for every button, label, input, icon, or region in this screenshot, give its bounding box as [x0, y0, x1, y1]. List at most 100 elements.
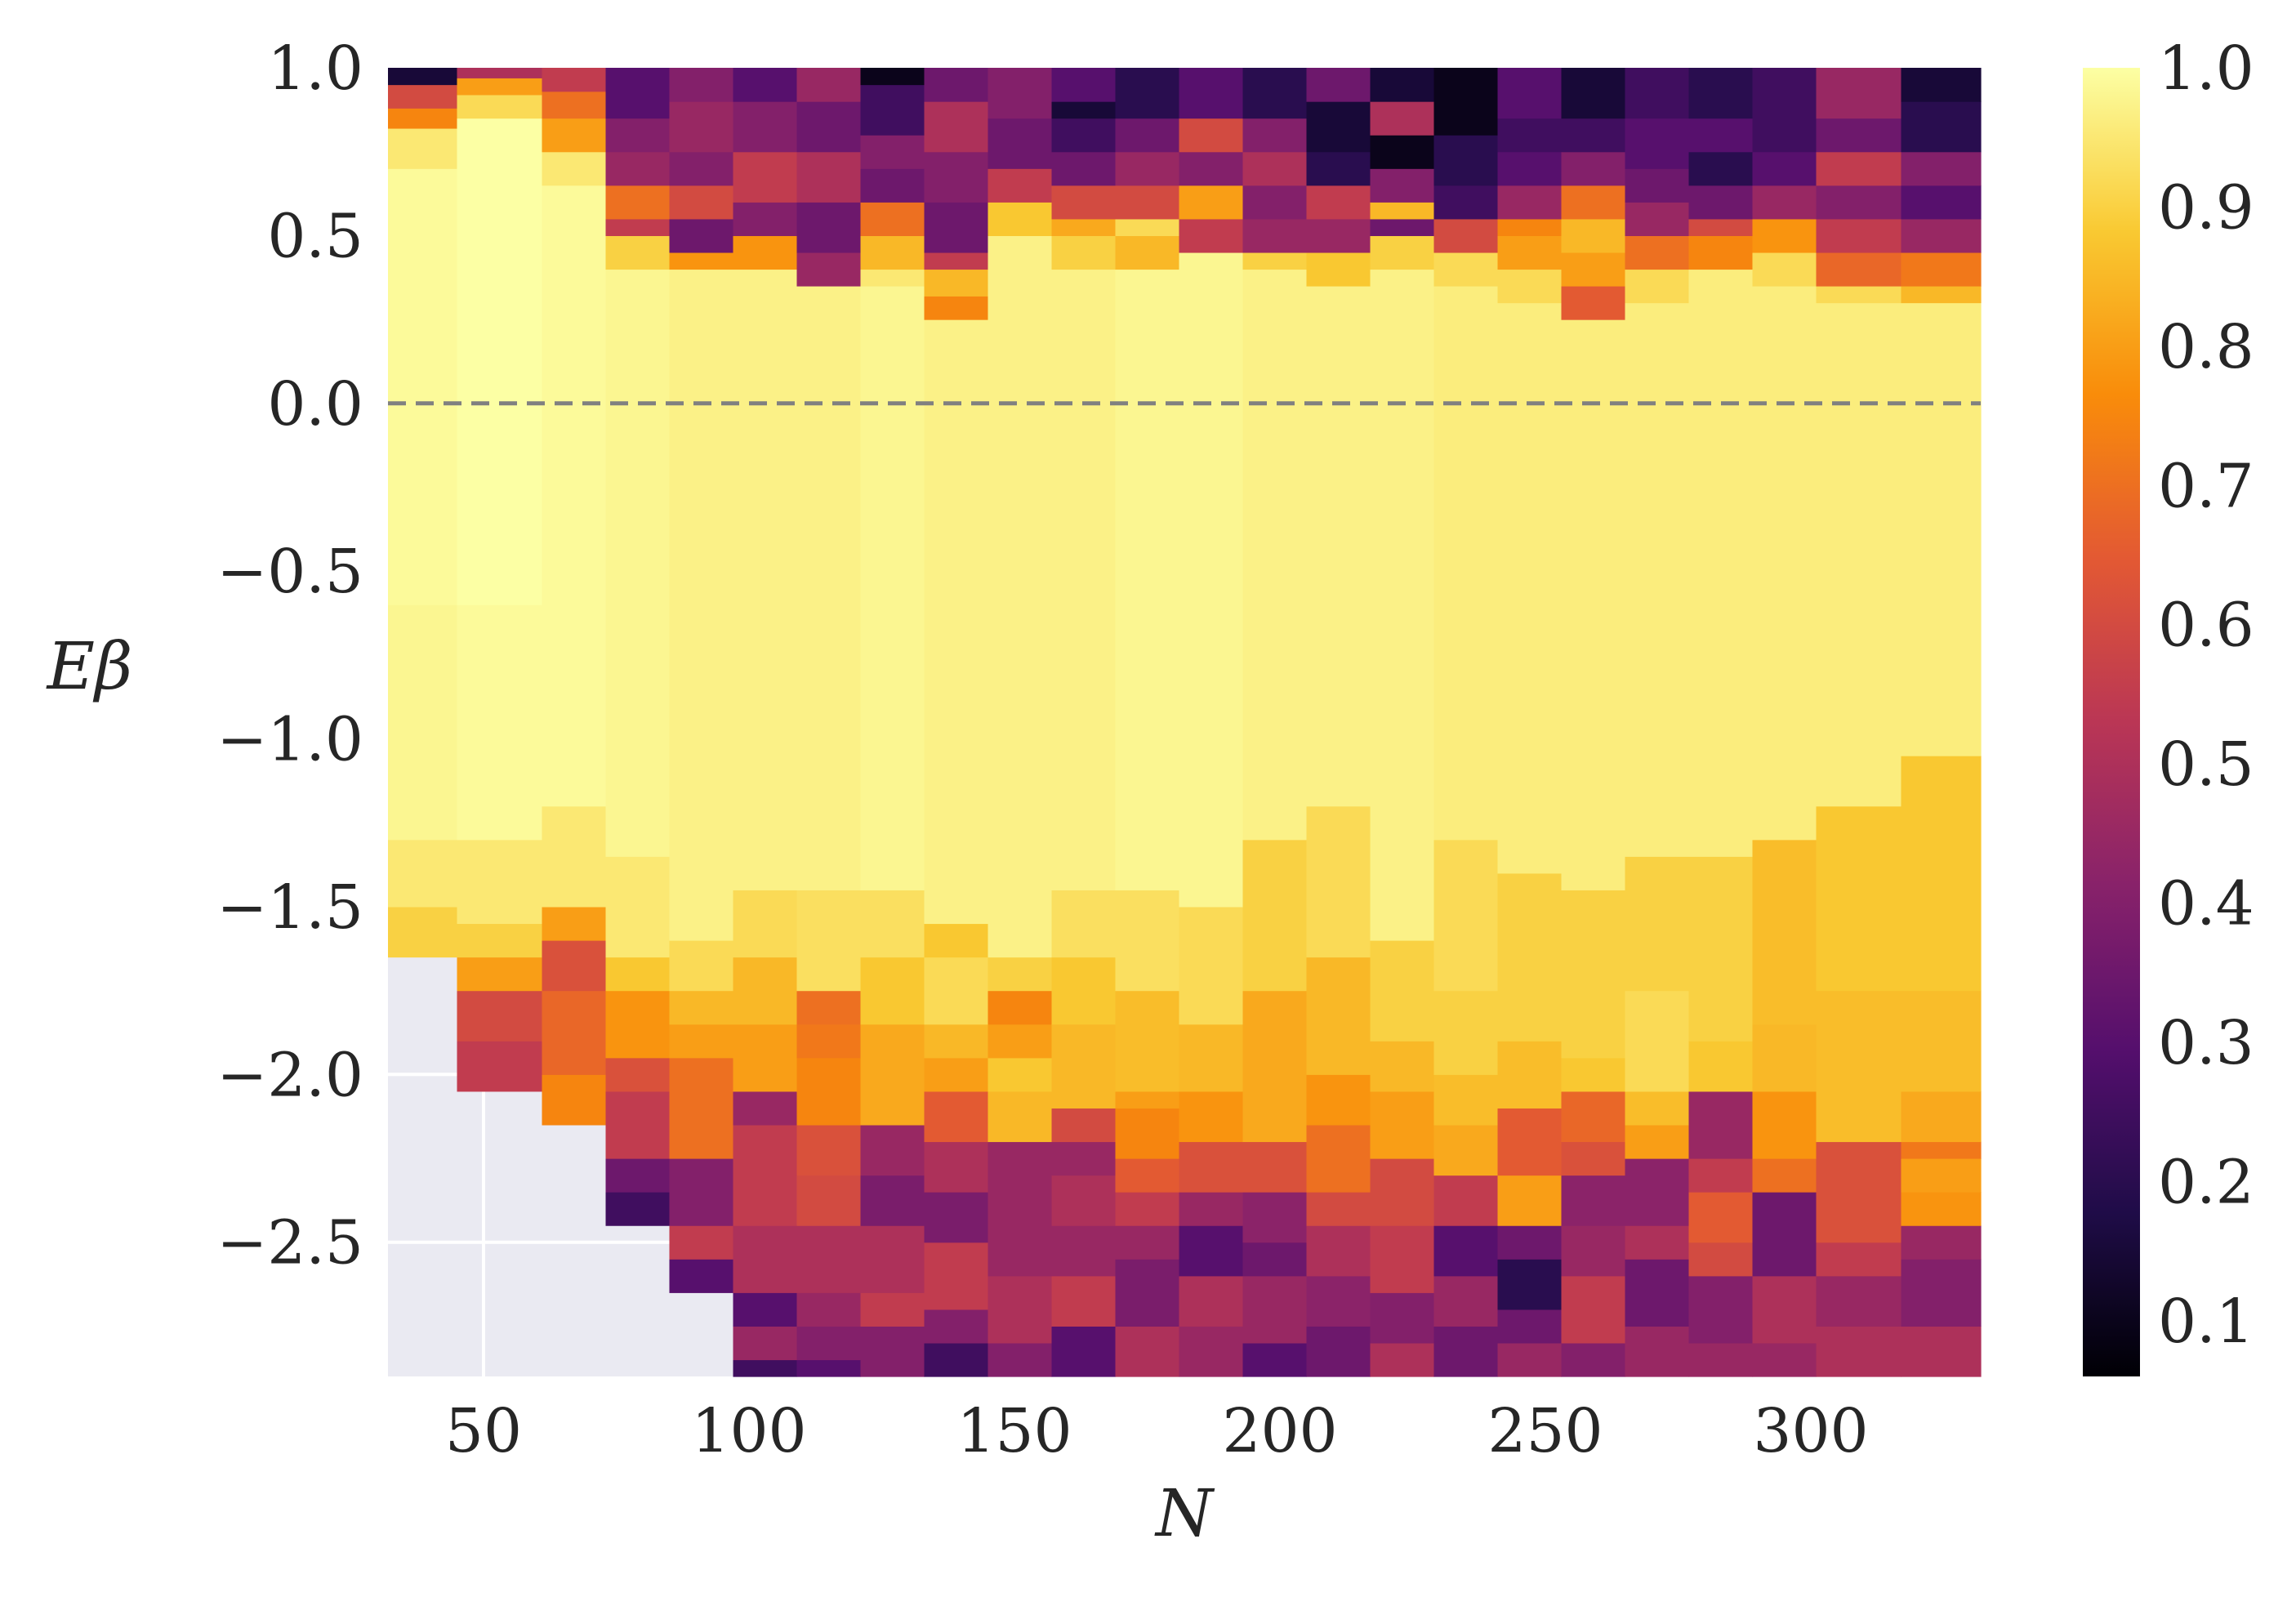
heatmap-cell: [1752, 1091, 1817, 1159]
heatmap-cell: [924, 151, 989, 203]
heatmap-cell: [1051, 1175, 1117, 1226]
heatmap-cell: [388, 168, 458, 605]
heatmap-cell: [860, 135, 925, 169]
heatmap-cell: [1306, 1124, 1371, 1193]
heatmap-cell: [860, 1024, 925, 1126]
heatmap-cell: [1497, 1309, 1563, 1344]
x-tick-label: 250: [1487, 1396, 1603, 1466]
heatmap-cell: [1625, 118, 1690, 169]
heatmap-cell: [1433, 252, 1499, 287]
heatmap-cell: [1816, 1141, 1902, 1243]
heatmap-cell: [1625, 1124, 1690, 1159]
heatmap-cell: [733, 1091, 798, 1126]
heatmap-cell: [1115, 990, 1180, 1092]
heatmap-cell: [1901, 1141, 1982, 1159]
heatmap-cell: [1752, 218, 1817, 253]
heatmap-cell: [1306, 101, 1371, 153]
colorbar: 0.1 0.2 0.3 0.4 0.5 0.6 0.7 0.8 0.9 1.0: [2083, 33, 2254, 1376]
heatmap-cell: [388, 127, 458, 169]
heatmap-cell: [1306, 185, 1371, 220]
heatmap-cell: [1306, 68, 1371, 102]
heatmap-cell: [1561, 890, 1626, 1059]
heatmap-cell: [1242, 1242, 1308, 1277]
heatmap-cell: [1561, 1225, 1626, 1277]
heatmap-cell: [457, 604, 543, 841]
heatmap-cell: [988, 990, 1053, 1025]
heatmap-cell: [1625, 269, 1690, 304]
heatmap-cell: [924, 1342, 989, 1377]
heatmap-cell: [1370, 135, 1435, 169]
heatmap-cell: [1688, 1342, 1754, 1377]
heatmap-cell: [1688, 68, 1754, 119]
heatmap-cell: [796, 1326, 862, 1361]
heatmap-cell: [1816, 252, 1902, 287]
heatmap-cell: [1179, 1192, 1244, 1226]
heatmap-cell: [388, 906, 458, 958]
heatmap-cell: [733, 151, 798, 203]
heatmap-cell: [1306, 805, 1371, 958]
heatmap-cell: [1370, 218, 1435, 236]
heatmap-cell: [1433, 1175, 1499, 1226]
heatmap-cell: [1752, 839, 1817, 1025]
heatmap-cell: [1688, 1192, 1754, 1243]
heatmap-cell: [1901, 990, 1982, 1092]
heatmap-cell: [1370, 68, 1435, 102]
heatmap-cell: [1242, 1275, 1308, 1344]
heatmap-cell: [605, 1158, 671, 1193]
heatmap-cell: [1306, 1192, 1371, 1226]
heatmap-cell: [1433, 990, 1499, 1075]
heatmap-cell: [1179, 1091, 1244, 1143]
heatmap-cell: [1179, 1326, 1244, 1377]
heatmap-cell: [796, 1292, 862, 1327]
heatmap-cell: [924, 252, 989, 270]
heatmap-cell: [1752, 1242, 1817, 1277]
heatmap-cell: [1051, 957, 1117, 1025]
heatmap-cell: [924, 1192, 989, 1243]
heatmap-cell: [988, 202, 1053, 236]
heatmap-cell: [1051, 151, 1117, 186]
heatmap-cell: [1051, 185, 1117, 220]
heatmap-cell: [1816, 151, 1902, 186]
heatmap-cell: [1497, 269, 1563, 304]
heatmap-cell: [1242, 218, 1308, 253]
heatmap-cell: [1051, 235, 1117, 270]
heatmap-cell: [605, 957, 671, 992]
x-axis: 50 100 150 200 250 300: [445, 1396, 1869, 1466]
heatmap-cell: [1051, 218, 1117, 236]
heatmap-cell: [1561, 118, 1626, 153]
heatmap-cell: [924, 202, 989, 253]
heatmap-cell: [1115, 185, 1180, 220]
heatmap-cell: [1051, 890, 1117, 958]
heatmap-cell: [733, 202, 798, 236]
heatmap-cell: [1306, 286, 1371, 807]
colorbar-tick-label: 0.1: [2158, 1287, 2254, 1357]
x-tick-label: 50: [445, 1396, 522, 1466]
heatmap-cell: [1179, 118, 1244, 153]
heatmap-cell: [1115, 1091, 1180, 1109]
heatmap-cell: [1688, 185, 1754, 220]
heatmap-cell: [388, 68, 458, 86]
x-tick-label: 150: [956, 1396, 1072, 1466]
heatmap-cell: [1306, 151, 1371, 186]
heatmap-cell: [1433, 839, 1499, 992]
heatmap-cell: [1752, 1024, 1817, 1092]
heatmap-cell: [1051, 118, 1117, 153]
heatmap-cell: [988, 1342, 1053, 1377]
heatmap-cell: [860, 84, 925, 136]
heatmap-cell: [1370, 202, 1435, 220]
heatmap-cell: [1306, 1225, 1371, 1277]
heatmap-cell: [1561, 1091, 1626, 1143]
heatmap-cell: [796, 1057, 862, 1126]
heatmap-cell: [1242, 839, 1308, 992]
heatmap-cell: [1242, 118, 1308, 153]
heatmap-cell: [1179, 1024, 1244, 1092]
heatmap-cell: [1688, 235, 1754, 270]
heatmap-cell: [1370, 1091, 1435, 1159]
heatmap-cell: [1901, 1225, 1982, 1260]
heatmap-cell: [796, 1175, 862, 1226]
heatmap-cell: [1688, 1158, 1754, 1193]
heatmap-cell: [1901, 1091, 1982, 1143]
heatmap-cell: [1115, 890, 1180, 992]
x-tick-label: 300: [1753, 1396, 1868, 1466]
heatmap-cell: [457, 118, 543, 605]
